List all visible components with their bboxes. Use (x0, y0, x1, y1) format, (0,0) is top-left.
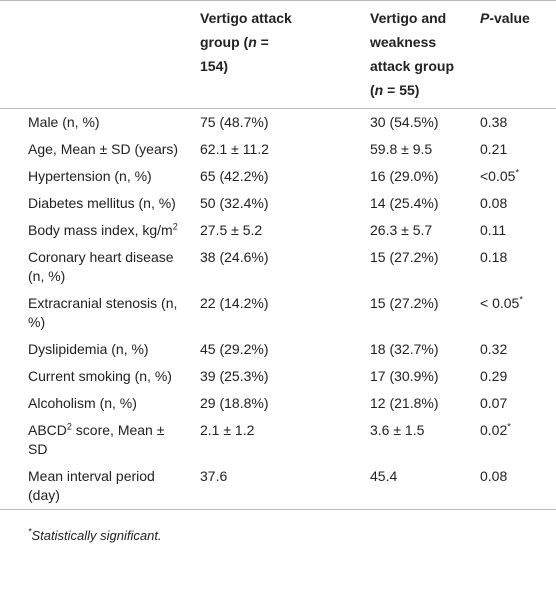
cell: 62.1 ± 11.2 (200, 141, 269, 157)
row-label: Body mass index, kg/m2 (0, 217, 190, 244)
cell: 0.08 (480, 468, 508, 484)
table-row: Male (n, %) 75 (48.7%) 30 (54.5%) 0.38 (0, 109, 556, 137)
text-segment: -value (489, 10, 530, 26)
superscript: * (519, 294, 523, 305)
italic-text: P (480, 10, 490, 26)
cell: 0.21 (480, 141, 508, 157)
column-header: P-value (470, 1, 556, 109)
text-segment: Statistically significant. (31, 528, 162, 543)
table-row: ABCD2 score, Mean ± SD 2.1 ± 1.2 3.6 ± 1.5… (0, 417, 556, 463)
row-label: ABCD2 score, Mean ± SD (0, 417, 190, 463)
cell: 26.3 ± 5.7 (370, 222, 433, 238)
row-label: Age, Mean ± SD (years) (28, 141, 179, 157)
cell: 45 (29.2%) (200, 341, 269, 357)
table-row: Age, Mean ± SD (years) 62.1 ± 11.2 59.8 ± … (0, 136, 556, 163)
header-text: Vertigo attack group (n = 154) (200, 6, 300, 78)
cell: 0.02* (470, 417, 556, 463)
text-segment: = 154) (200, 34, 269, 74)
cell: < 0.05* (470, 290, 556, 336)
column-header: Vertigo attack group (n = 154) (190, 1, 360, 109)
cell: 2.1 ± 1.2 (200, 422, 255, 438)
header-blank (0, 1, 190, 109)
data-table: Vertigo attack group (n = 154) Vertigo an… (0, 0, 556, 510)
superscript: 2 (66, 421, 72, 432)
row-label: Dyslipidemia (n, %) (28, 341, 149, 357)
italic-text: n (374, 82, 384, 98)
row-label: Diabetes mellitus (n, %) (28, 195, 176, 211)
table-row: Dyslipidemia (n, %) 45 (29.2%) 18 (32.7%) 0… (0, 336, 556, 363)
cell: 16 (29.0%) (370, 168, 439, 184)
table-row: Coronary heart disease (n, %) 38 (24.6%) 1… (0, 244, 556, 290)
footnote: *Statistically significant. (0, 510, 556, 543)
cell: 0.38 (480, 114, 508, 130)
text-segment: <0.05 (480, 168, 516, 184)
cell: 38 (24.6%) (200, 249, 269, 265)
table-row: Hypertension (n, %) 65 (42.2%) 16 (29.0%) <… (0, 163, 556, 190)
row-label: Mean interval period (day) (28, 468, 155, 503)
cell: 50 (32.4%) (200, 195, 269, 211)
superscript: * (507, 421, 511, 432)
row-label: Male (n, %) (28, 114, 100, 130)
table-row: Alcoholism (n, %) 29 (18.8%) 12 (21.8%) 0.0… (0, 390, 556, 417)
table-body: Male (n, %) 75 (48.7%) 30 (54.5%) 0.38 Age, … (0, 109, 556, 510)
text-segment: ABCD (28, 422, 67, 438)
cell: 18 (32.7%) (370, 341, 439, 357)
cell: 0.08 (480, 195, 508, 211)
cell: 59.8 ± 9.5 (370, 141, 433, 157)
row-label: Hypertension (n, %) (28, 168, 152, 184)
text-segment: = 55) (383, 82, 420, 98)
text-segment: Vertigo attack group ( (200, 10, 292, 50)
text-segment: < 0.05 (480, 295, 520, 311)
cell: 0.11 (480, 222, 507, 238)
text-segment: score, Mean ± SD (28, 422, 165, 457)
cell: 14 (25.4%) (370, 195, 439, 211)
cell: 0.18 (480, 249, 508, 265)
text-segment: Vertigo and weakness attack group ( (370, 10, 455, 98)
row-label: Current smoking (n, %) (28, 368, 172, 384)
header-text: Vertigo and weakness attack group (n = 5… (370, 6, 470, 102)
text-segment: 0.02 (480, 422, 508, 438)
table-row: Body mass index, kg/m2 27.5 ± 5.2 26.3 ± 5… (0, 217, 556, 244)
header-text: P-value (480, 6, 556, 30)
cell: 29 (18.8%) (200, 395, 269, 411)
table-row: Extracranial stenosis (n, %) 22 (14.2%) 15… (0, 290, 556, 336)
cell: 15 (27.2%) (370, 249, 439, 265)
cell: 0.29 (480, 368, 508, 384)
cell: 39 (25.3%) (200, 368, 269, 384)
superscript: 2 (172, 221, 178, 232)
cell: 45.4 (370, 468, 398, 484)
cell: 17 (30.9%) (370, 368, 439, 384)
cell: 15 (27.2%) (370, 295, 439, 311)
table-row: Diabetes mellitus (n, %) 50 (32.4%) 14 (25… (0, 190, 556, 217)
table-row: Mean interval period (day) 37.6 45.4 0.08 (0, 463, 556, 510)
row-label: Coronary heart disease (n, %) (28, 249, 174, 284)
italic-text: n (248, 34, 257, 50)
cell: 0.07 (480, 395, 508, 411)
cell: 37.6 (200, 468, 228, 484)
superscript: * (28, 526, 32, 537)
cell: 12 (21.8%) (370, 395, 439, 411)
cell: <0.05* (470, 163, 556, 190)
column-header: Vertigo and weakness attack group (n = 5… (360, 1, 470, 109)
cell: 30 (54.5%) (370, 114, 439, 130)
cell: 3.6 ± 1.5 (370, 422, 425, 438)
header-row: Vertigo attack group (n = 154) Vertigo an… (0, 0, 556, 109)
cell: 75 (48.7%) (200, 114, 269, 130)
row-label: Extracranial stenosis (n, %) (28, 295, 178, 330)
cell: 27.5 ± 5.2 (200, 222, 263, 238)
row-label: Alcoholism (n, %) (28, 395, 137, 411)
text-segment: Body mass index, kg/m (28, 222, 173, 238)
table-row: Current smoking (n, %) 39 (25.3%) 17 (30.9… (0, 363, 556, 390)
cell: 65 (42.2%) (200, 168, 269, 184)
superscript: * (515, 167, 519, 178)
cell: 22 (14.2%) (200, 295, 269, 311)
cell: 0.32 (480, 341, 508, 357)
